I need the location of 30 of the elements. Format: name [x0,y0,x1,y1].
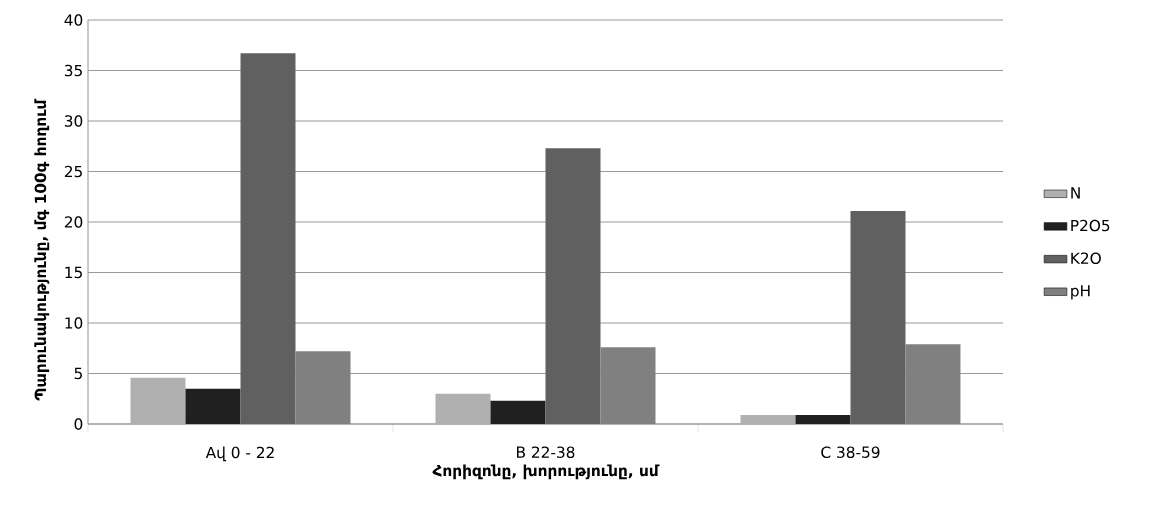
legend-label: P2O5 [1071,219,1110,232]
bar [295,351,351,424]
bar [185,388,241,424]
legend-label: pH [1071,285,1090,300]
x-tick-label: C 38-59 [821,446,880,458]
x-tick-label: B 22-38 [517,446,575,458]
y-tick-label: 30 [64,115,83,127]
bar [600,347,656,424]
bar [490,400,546,424]
y-tick-label: 15 [65,266,82,279]
y-axis-title: Պարունակությունը, մգ 100գ հողում [34,98,50,401]
legend-label: N [1071,187,1080,199]
bar [795,414,851,424]
x-tick-label: Aվ 0 - 22 [205,446,274,462]
x-axis-title: Հորիզոնը, խորությունը, սմ [432,464,660,480]
y-tick-label: 10 [65,317,83,329]
bar [740,414,796,424]
y-tick-label: 40 [64,14,83,26]
y-tick-label: 5 [74,367,82,380]
y-tick-label: 35 [64,64,82,77]
bar [850,210,906,424]
bar [905,344,961,424]
bar [435,393,491,424]
y-tick-label: 25 [64,165,82,178]
y-tick-label: 0 [74,418,83,430]
bar [240,53,296,424]
legend-label: K2O [1071,252,1101,265]
y-tick-label: 20 [64,216,83,228]
bar [130,377,186,424]
bar [545,148,601,424]
